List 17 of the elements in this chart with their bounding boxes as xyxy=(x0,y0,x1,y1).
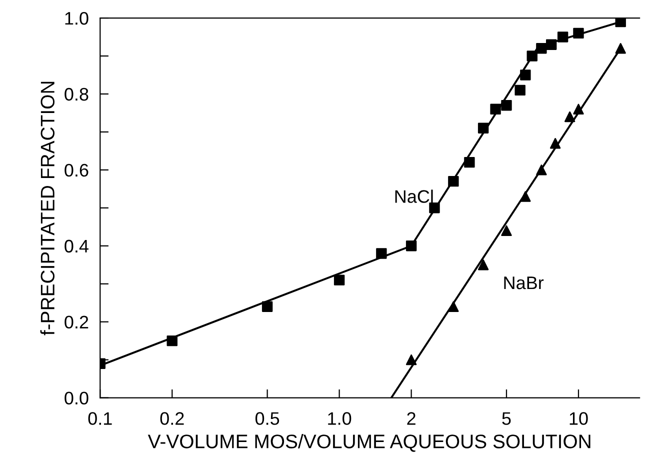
x-tick-label: 1.0 xyxy=(328,412,352,425)
y-tick-label: 0.2 xyxy=(64,316,88,329)
x-tick-label: 0.1 xyxy=(88,412,112,425)
y-tick-label: 0.0 xyxy=(64,392,88,404)
y-tick-label: 0.4 xyxy=(64,240,88,253)
x-tick-label: 0.5 xyxy=(255,412,280,425)
x-tick-label: 10 xyxy=(570,412,588,425)
x-tick-label: 0.2 xyxy=(160,412,184,425)
x-tick-label: 5 xyxy=(502,412,511,425)
y-axis-title: f-PRECIPITATED FRACTION xyxy=(40,82,55,336)
series-label: NaBr xyxy=(504,276,544,290)
series-label: NaCl xyxy=(395,190,433,203)
y-tick-label: 0.6 xyxy=(64,164,88,177)
x-axis-title: V-VOLUME MOS/VOLUME AQUEOUS SOLUTION xyxy=(148,434,590,452)
y-tick-label: 0.8 xyxy=(64,88,88,101)
x-tick-label: 2 xyxy=(407,412,416,425)
y-tick-label: 1.0 xyxy=(65,12,88,25)
